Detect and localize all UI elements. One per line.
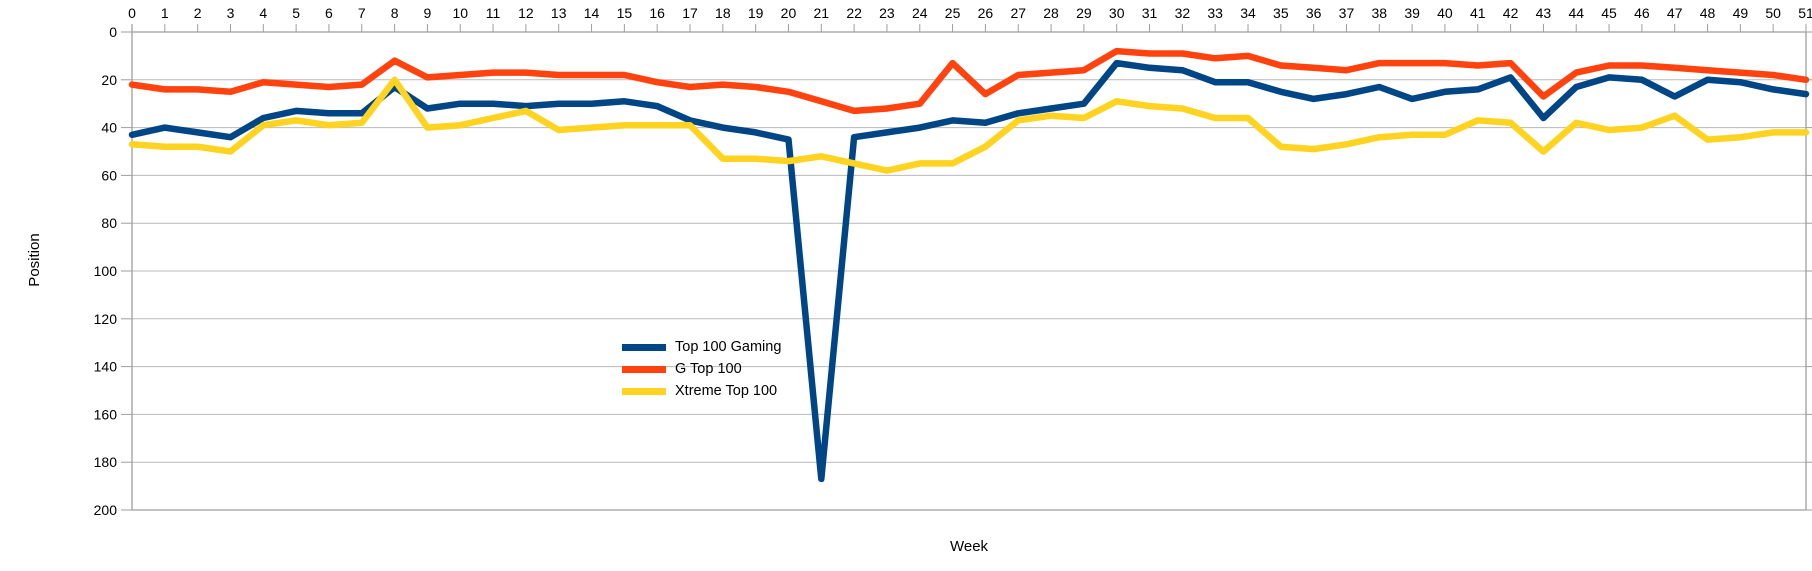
svg-text:44: 44 [1568, 5, 1584, 21]
svg-text:6: 6 [325, 5, 333, 21]
svg-text:200: 200 [94, 502, 118, 518]
legend-item: Xtreme Top 100 [622, 380, 781, 402]
svg-text:23: 23 [879, 5, 895, 21]
svg-text:47: 47 [1667, 5, 1683, 21]
svg-text:40: 40 [101, 120, 117, 136]
svg-text:43: 43 [1536, 5, 1552, 21]
svg-text:14: 14 [584, 5, 600, 21]
svg-text:48: 48 [1700, 5, 1716, 21]
svg-text:40: 40 [1437, 5, 1453, 21]
legend-label: Xtreme Top 100 [675, 383, 778, 399]
svg-text:80: 80 [101, 215, 117, 231]
svg-text:10: 10 [452, 5, 468, 21]
svg-text:31: 31 [1142, 5, 1158, 21]
svg-text:160: 160 [94, 406, 118, 422]
svg-text:19: 19 [748, 5, 764, 21]
svg-text:22: 22 [846, 5, 862, 21]
svg-text:20: 20 [101, 72, 117, 88]
x-axis-title: Week [949, 538, 989, 555]
svg-text:28: 28 [1043, 5, 1059, 21]
svg-text:32: 32 [1175, 5, 1191, 21]
legend: Top 100 Gaming G Top 100 Xtreme Top 100 [622, 336, 781, 402]
svg-text:39: 39 [1404, 5, 1420, 21]
svg-text:50: 50 [1765, 5, 1781, 21]
svg-text:25: 25 [945, 5, 961, 21]
svg-text:38: 38 [1372, 5, 1388, 21]
svg-text:27: 27 [1010, 5, 1026, 21]
svg-text:15: 15 [617, 5, 633, 21]
legend-swatch-line-icon [622, 365, 666, 373]
svg-text:24: 24 [912, 5, 928, 21]
svg-text:41: 41 [1470, 5, 1486, 21]
svg-text:46: 46 [1634, 5, 1650, 21]
svg-text:37: 37 [1339, 5, 1355, 21]
svg-text:30: 30 [1109, 5, 1125, 21]
svg-text:36: 36 [1306, 5, 1322, 21]
svg-text:9: 9 [424, 5, 432, 21]
legend-label: Top 100 Gaming [675, 339, 782, 355]
svg-text:120: 120 [94, 311, 118, 327]
legend-label: G Top 100 [675, 361, 742, 377]
svg-text:18: 18 [715, 5, 731, 21]
legend-item: G Top 100 [622, 358, 781, 380]
svg-text:13: 13 [551, 5, 567, 21]
svg-text:1: 1 [161, 5, 169, 21]
svg-text:140: 140 [94, 359, 118, 375]
svg-text:0: 0 [109, 24, 117, 40]
svg-text:12: 12 [518, 5, 534, 21]
legend-item: Top 100 Gaming [622, 336, 781, 358]
svg-text:21: 21 [814, 5, 830, 21]
y-axis-title: Position [26, 233, 44, 287]
svg-text:5: 5 [292, 5, 300, 21]
svg-text:33: 33 [1207, 5, 1223, 21]
svg-text:45: 45 [1601, 5, 1617, 21]
svg-text:7: 7 [358, 5, 366, 21]
svg-text:180: 180 [94, 454, 118, 470]
svg-text:11: 11 [486, 5, 501, 21]
svg-text:20: 20 [781, 5, 797, 21]
svg-text:4: 4 [259, 5, 267, 21]
legend-swatch-line-icon [622, 343, 666, 351]
svg-text:29: 29 [1076, 5, 1092, 21]
svg-text:3: 3 [227, 5, 235, 21]
svg-text:8: 8 [391, 5, 399, 21]
svg-text:35: 35 [1273, 5, 1289, 21]
svg-text:2: 2 [194, 5, 202, 21]
svg-text:17: 17 [682, 5, 698, 21]
svg-text:16: 16 [649, 5, 665, 21]
svg-text:51: 51 [1798, 5, 1812, 21]
svg-text:26: 26 [978, 5, 994, 21]
legend-swatch-line-icon [622, 387, 666, 395]
svg-text:60: 60 [101, 167, 117, 183]
svg-text:34: 34 [1240, 5, 1256, 21]
svg-text:0: 0 [128, 5, 136, 21]
svg-text:100: 100 [94, 263, 118, 279]
svg-text:49: 49 [1733, 5, 1749, 21]
svg-text:42: 42 [1503, 5, 1519, 21]
